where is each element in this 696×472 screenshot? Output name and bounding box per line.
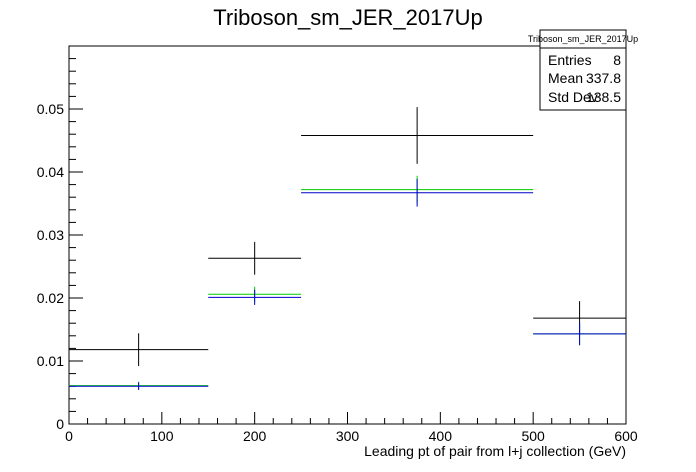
stats-entries-value: 8 [613,52,621,68]
x-axis-label: Leading pt of pair from l+j collection (… [364,443,626,459]
y-tick-label: 0.03 [37,227,64,243]
plot-area: 0 0.01 0.02 0.03 0.04 0.05 0 100 200 300 400 500 600 [37,45,638,444]
stats-stddev-label: Std Dev [548,89,598,105]
stats-mean-label: Mean [548,70,583,86]
y-tick-label: 0.05 [37,101,64,117]
x-tick-label: 200 [243,428,267,444]
stats-title: Triboson_sm_JER_2017Up [528,34,638,44]
y-tick-label: 0.02 [37,290,64,306]
x-tick-label: 600 [614,428,638,444]
stats-box: Triboson_sm_JER_2017Up Entries 8 Mean 33… [528,29,638,111]
x-tick-label: 400 [429,428,453,444]
x-tick-label: 500 [521,428,545,444]
stats-stddev-value: 138.5 [586,89,621,105]
stats-mean-value: 337.8 [586,70,621,86]
chart-title: Triboson_sm_JER_2017Up [213,5,482,30]
stats-entries-label: Entries [548,52,592,68]
x-tick-label: 300 [336,428,360,444]
x-tick-label: 0 [65,428,73,444]
x-tick-label: 100 [150,428,174,444]
y-tick-label: 0 [56,416,64,432]
y-tick-label: 0.01 [37,353,64,369]
y-tick-label: 0.04 [37,164,64,180]
